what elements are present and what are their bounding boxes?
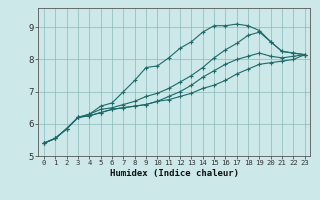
X-axis label: Humidex (Indice chaleur): Humidex (Indice chaleur): [110, 169, 239, 178]
